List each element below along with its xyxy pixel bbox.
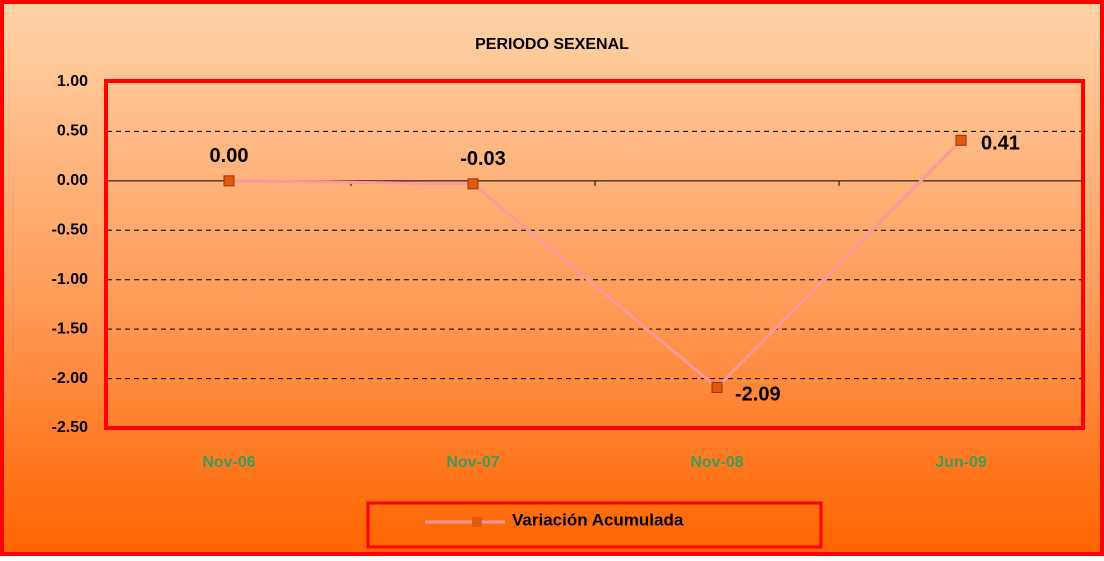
x-tick-label: Jun-09 xyxy=(935,454,987,471)
data-label: 0.41 xyxy=(981,133,1020,155)
data-label: 0.00 xyxy=(210,145,249,167)
y-tick-label: 0.00 xyxy=(57,172,88,189)
y-tick-label: -0.50 xyxy=(52,222,89,239)
x-tick-label: Nov-06 xyxy=(202,454,255,471)
data-point xyxy=(467,178,479,190)
x-tick-label: Nov-07 xyxy=(446,454,499,471)
data-point xyxy=(955,134,967,146)
data-point xyxy=(711,381,723,393)
y-tick-label: 0.50 xyxy=(57,123,88,140)
y-tick-label: -2.00 xyxy=(52,370,89,387)
legend-label: Variación Acumulada xyxy=(512,510,684,529)
y-tick-label: -2.50 xyxy=(52,419,89,436)
plot-border xyxy=(104,79,1085,430)
chart-title: PERIODO SEXENAL xyxy=(475,36,629,53)
legend-marker xyxy=(472,517,482,527)
legend-box xyxy=(366,501,823,549)
y-tick-label: -1.00 xyxy=(52,271,89,288)
y-tick-label: -1.50 xyxy=(52,320,89,337)
x-tick-label: Nov-08 xyxy=(690,454,743,471)
y-tick-label: 1.00 xyxy=(57,73,88,90)
data-label: -2.09 xyxy=(735,384,781,406)
data-label: -0.03 xyxy=(460,148,506,170)
data-line xyxy=(228,139,963,390)
data-point xyxy=(223,175,235,187)
